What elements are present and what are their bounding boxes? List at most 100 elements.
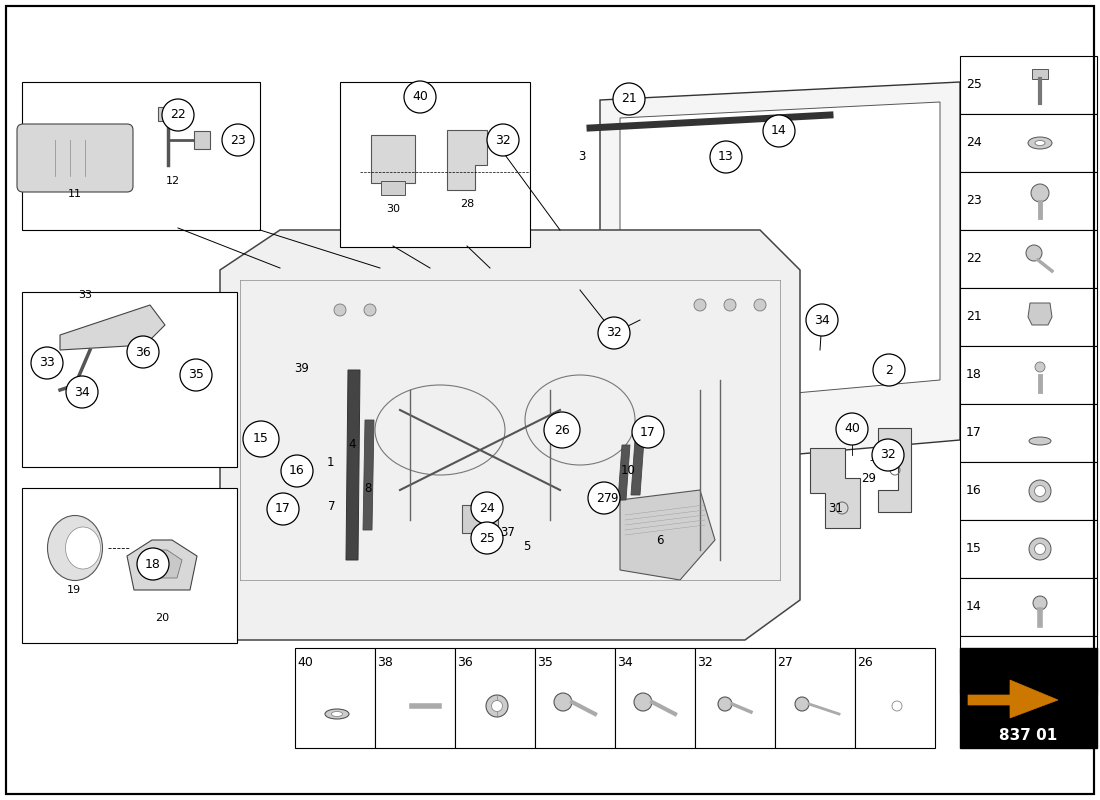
- Circle shape: [724, 299, 736, 311]
- Circle shape: [872, 439, 904, 471]
- Text: a passion for cars since 1955: a passion for cars since 1955: [238, 487, 623, 513]
- Polygon shape: [620, 490, 715, 580]
- Text: 38: 38: [377, 655, 393, 669]
- Text: 36: 36: [135, 346, 151, 358]
- Ellipse shape: [1028, 137, 1052, 149]
- Circle shape: [471, 492, 503, 524]
- Text: 25: 25: [966, 78, 982, 91]
- Circle shape: [162, 99, 194, 131]
- Circle shape: [806, 304, 838, 336]
- Text: 15: 15: [253, 433, 268, 446]
- Text: 6: 6: [657, 534, 663, 546]
- Circle shape: [554, 693, 572, 711]
- Circle shape: [1035, 362, 1045, 372]
- Ellipse shape: [1028, 480, 1050, 502]
- Text: 1: 1: [327, 455, 333, 469]
- Circle shape: [180, 359, 212, 391]
- Text: 34: 34: [814, 314, 829, 326]
- Ellipse shape: [486, 695, 508, 717]
- Polygon shape: [1028, 303, 1052, 325]
- Text: 20: 20: [155, 613, 169, 623]
- Text: 8: 8: [364, 482, 372, 494]
- Text: 19: 19: [67, 585, 81, 595]
- Text: 16: 16: [289, 465, 305, 478]
- FancyBboxPatch shape: [960, 288, 1097, 346]
- FancyBboxPatch shape: [535, 648, 615, 748]
- Circle shape: [487, 124, 519, 156]
- FancyBboxPatch shape: [960, 114, 1097, 172]
- Text: 25: 25: [480, 531, 495, 545]
- Polygon shape: [810, 448, 860, 528]
- Text: 24: 24: [966, 137, 982, 150]
- Text: 5: 5: [524, 539, 530, 553]
- Text: 837 01: 837 01: [999, 727, 1057, 742]
- Circle shape: [613, 83, 645, 115]
- Circle shape: [892, 701, 902, 711]
- Text: 39: 39: [295, 362, 309, 374]
- Ellipse shape: [66, 527, 100, 569]
- Polygon shape: [346, 370, 360, 560]
- Circle shape: [31, 347, 63, 379]
- Circle shape: [1026, 245, 1042, 261]
- Text: 29: 29: [861, 471, 877, 485]
- Text: 37: 37: [500, 526, 516, 539]
- FancyBboxPatch shape: [960, 578, 1097, 636]
- Text: 14: 14: [966, 601, 982, 614]
- Text: 10: 10: [620, 463, 636, 477]
- FancyBboxPatch shape: [340, 82, 530, 247]
- Polygon shape: [220, 230, 800, 640]
- Text: 36: 36: [458, 655, 473, 669]
- FancyBboxPatch shape: [615, 648, 695, 748]
- Text: 11: 11: [68, 189, 82, 199]
- FancyBboxPatch shape: [158, 107, 178, 121]
- FancyBboxPatch shape: [22, 82, 260, 230]
- Ellipse shape: [1027, 660, 1053, 670]
- Polygon shape: [126, 540, 197, 590]
- Text: 18: 18: [145, 558, 161, 570]
- Circle shape: [632, 416, 664, 448]
- Text: 26: 26: [857, 655, 873, 669]
- Ellipse shape: [1028, 538, 1050, 560]
- Text: 34: 34: [74, 386, 90, 398]
- Ellipse shape: [1034, 543, 1045, 554]
- Polygon shape: [600, 82, 960, 460]
- FancyBboxPatch shape: [960, 172, 1097, 230]
- FancyBboxPatch shape: [295, 648, 375, 748]
- Circle shape: [126, 336, 160, 368]
- Text: 40: 40: [844, 422, 860, 435]
- FancyBboxPatch shape: [1032, 69, 1048, 79]
- Text: 13: 13: [718, 150, 734, 163]
- Text: 24: 24: [480, 502, 495, 514]
- FancyBboxPatch shape: [960, 56, 1097, 114]
- Circle shape: [471, 522, 503, 554]
- Text: 3: 3: [579, 150, 585, 162]
- Circle shape: [404, 81, 436, 113]
- Text: 22: 22: [966, 253, 982, 266]
- FancyBboxPatch shape: [16, 124, 133, 192]
- Text: 33: 33: [40, 357, 55, 370]
- Ellipse shape: [1034, 486, 1045, 497]
- Circle shape: [364, 304, 376, 316]
- Circle shape: [66, 376, 98, 408]
- Text: 21: 21: [621, 93, 637, 106]
- Text: 18: 18: [966, 369, 982, 382]
- Circle shape: [598, 317, 630, 349]
- Polygon shape: [142, 550, 182, 578]
- Circle shape: [267, 493, 299, 525]
- Text: 33: 33: [78, 290, 92, 300]
- FancyBboxPatch shape: [22, 292, 236, 467]
- FancyBboxPatch shape: [695, 648, 776, 748]
- Text: 21: 21: [966, 310, 982, 323]
- Circle shape: [694, 299, 706, 311]
- Ellipse shape: [331, 711, 342, 717]
- Text: 17: 17: [966, 426, 982, 439]
- Circle shape: [754, 299, 766, 311]
- Text: 16: 16: [966, 485, 982, 498]
- Polygon shape: [968, 680, 1058, 718]
- Text: 32: 32: [880, 449, 895, 462]
- Text: 32: 32: [495, 134, 510, 146]
- Circle shape: [873, 354, 905, 386]
- Text: 9: 9: [610, 491, 618, 505]
- Text: 30: 30: [386, 204, 400, 214]
- FancyBboxPatch shape: [855, 648, 935, 748]
